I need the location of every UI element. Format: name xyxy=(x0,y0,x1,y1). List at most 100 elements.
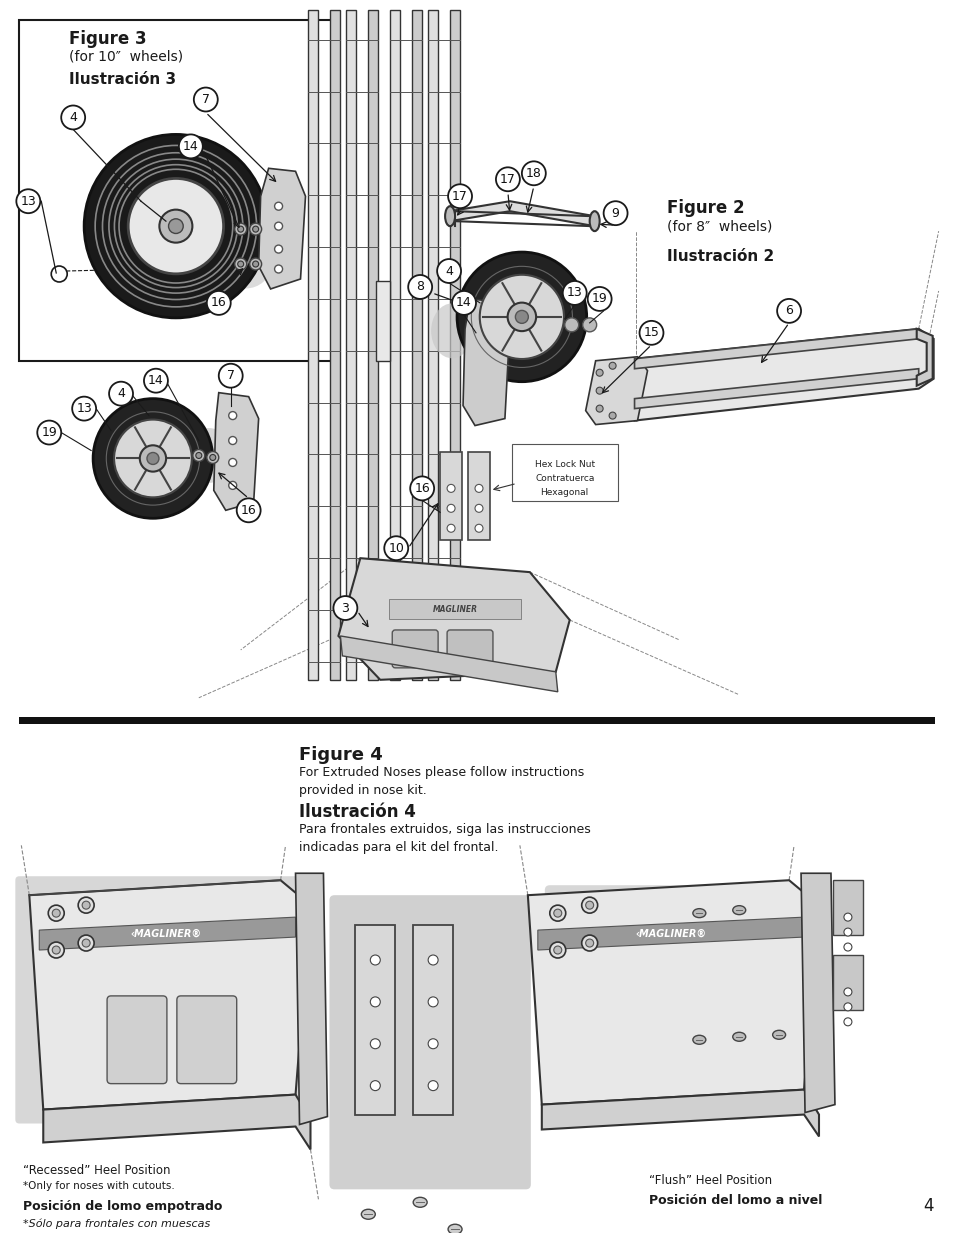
Text: 4: 4 xyxy=(923,1197,933,1215)
Circle shape xyxy=(408,275,432,299)
Circle shape xyxy=(549,905,565,921)
Circle shape xyxy=(178,135,203,158)
FancyBboxPatch shape xyxy=(176,995,236,1083)
Text: Figure 4: Figure 4 xyxy=(298,746,382,763)
Text: 9: 9 xyxy=(611,206,618,220)
Ellipse shape xyxy=(772,1030,784,1040)
FancyBboxPatch shape xyxy=(512,443,617,501)
Text: 14: 14 xyxy=(183,140,198,153)
Text: 6: 6 xyxy=(784,304,792,317)
Circle shape xyxy=(72,396,96,421)
Circle shape xyxy=(169,219,183,233)
Text: Figure 3: Figure 3 xyxy=(70,30,147,48)
Polygon shape xyxy=(30,881,310,1109)
Text: Ilustración 2: Ilustración 2 xyxy=(667,249,774,264)
Circle shape xyxy=(549,942,565,958)
Circle shape xyxy=(210,454,215,461)
Circle shape xyxy=(109,382,132,405)
Circle shape xyxy=(144,369,168,393)
Polygon shape xyxy=(634,369,918,409)
Circle shape xyxy=(93,399,213,519)
Circle shape xyxy=(447,525,455,532)
Circle shape xyxy=(596,405,602,412)
Circle shape xyxy=(234,224,247,235)
Text: 14: 14 xyxy=(148,374,164,388)
Ellipse shape xyxy=(220,243,271,289)
Text: ‹MAGLINER®: ‹MAGLINER® xyxy=(636,929,706,939)
Bar xyxy=(390,10,400,679)
Circle shape xyxy=(250,258,261,270)
Text: 15: 15 xyxy=(643,326,659,340)
Circle shape xyxy=(207,452,218,463)
FancyBboxPatch shape xyxy=(832,955,862,1010)
Text: (for 8″  wheels): (for 8″ wheels) xyxy=(667,219,772,233)
Circle shape xyxy=(253,261,258,267)
Circle shape xyxy=(521,162,545,185)
Polygon shape xyxy=(462,299,509,426)
Circle shape xyxy=(428,955,437,965)
Text: 7: 7 xyxy=(202,93,210,106)
Circle shape xyxy=(843,927,851,936)
Circle shape xyxy=(49,942,64,958)
Circle shape xyxy=(596,388,602,394)
Circle shape xyxy=(274,266,282,273)
FancyBboxPatch shape xyxy=(329,895,530,1189)
Polygon shape xyxy=(258,168,305,289)
Circle shape xyxy=(448,184,472,209)
Circle shape xyxy=(82,902,90,909)
Ellipse shape xyxy=(184,429,233,483)
Polygon shape xyxy=(541,1089,818,1136)
Bar xyxy=(19,20,336,361)
Circle shape xyxy=(475,504,482,513)
Circle shape xyxy=(218,364,242,388)
Circle shape xyxy=(229,436,236,445)
Circle shape xyxy=(507,303,536,331)
Polygon shape xyxy=(213,393,258,510)
Polygon shape xyxy=(634,329,933,421)
Text: Hexagonal: Hexagonal xyxy=(540,488,588,498)
Circle shape xyxy=(436,259,460,283)
Polygon shape xyxy=(537,918,803,950)
FancyBboxPatch shape xyxy=(355,925,395,1114)
Text: 7: 7 xyxy=(227,369,234,382)
Circle shape xyxy=(410,477,434,500)
Circle shape xyxy=(447,504,455,513)
Ellipse shape xyxy=(448,1224,461,1234)
Ellipse shape xyxy=(361,1209,375,1219)
Text: MAGLINER: MAGLINER xyxy=(432,604,477,614)
Circle shape xyxy=(274,222,282,230)
Circle shape xyxy=(370,955,380,965)
Circle shape xyxy=(274,245,282,253)
Circle shape xyxy=(843,1018,851,1026)
Circle shape xyxy=(51,266,67,282)
Text: Hex Lock Nut: Hex Lock Nut xyxy=(534,461,594,469)
Bar xyxy=(428,10,437,679)
Circle shape xyxy=(452,291,476,315)
Circle shape xyxy=(128,178,223,274)
Circle shape xyxy=(384,536,408,561)
Circle shape xyxy=(585,939,593,947)
Circle shape xyxy=(237,226,243,232)
Circle shape xyxy=(114,420,192,498)
Polygon shape xyxy=(801,873,834,1113)
Polygon shape xyxy=(43,1094,310,1150)
Circle shape xyxy=(237,261,243,267)
Ellipse shape xyxy=(692,1035,705,1045)
Text: 18: 18 xyxy=(525,167,541,180)
Circle shape xyxy=(582,317,596,332)
Circle shape xyxy=(236,499,260,522)
Circle shape xyxy=(193,88,217,111)
Polygon shape xyxy=(39,918,295,950)
Circle shape xyxy=(78,897,94,913)
Circle shape xyxy=(843,944,851,951)
Circle shape xyxy=(253,226,258,232)
Circle shape xyxy=(456,252,586,382)
Circle shape xyxy=(562,282,586,305)
Bar xyxy=(368,10,378,679)
Ellipse shape xyxy=(732,1032,745,1041)
Circle shape xyxy=(159,210,193,242)
FancyBboxPatch shape xyxy=(544,885,748,1120)
Circle shape xyxy=(639,321,662,345)
Circle shape xyxy=(16,189,40,214)
Text: 4: 4 xyxy=(445,264,453,278)
